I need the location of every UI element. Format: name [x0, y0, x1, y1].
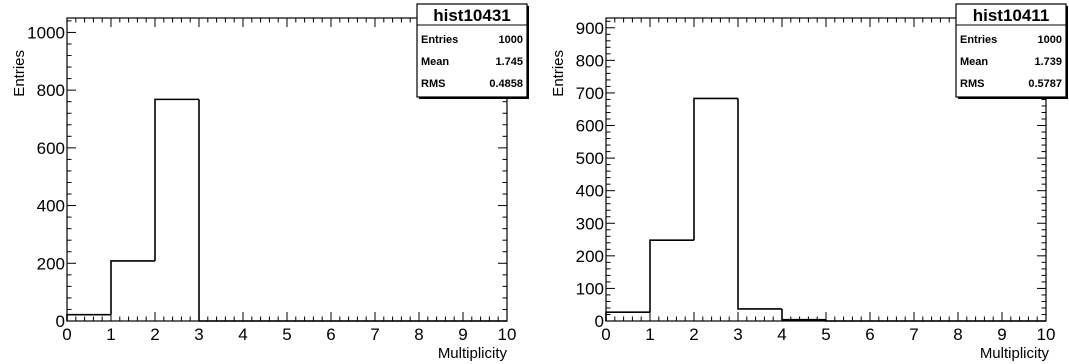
stats-rms-value: 0.5787 [1028, 78, 1062, 90]
stats-entries-label: Entries [421, 34, 458, 46]
x-tick-label: 1 [645, 325, 654, 344]
histogram-bin [110, 260, 155, 315]
y-tick-label: 400 [576, 182, 604, 201]
stats-box-shadow-bottom [958, 97, 1068, 99]
y-tick-label: 0 [595, 312, 604, 331]
x-tick-label: 1 [106, 325, 115, 344]
x-axis-title: Multiplicity [438, 345, 508, 362]
histogram-bin [154, 98, 199, 261]
x-tick-label: 4 [238, 325, 247, 344]
plot-area: 0 1 2 3 4 5 6 7 8 9 10 0 200 400 600 800 1000 [27, 17, 517, 344]
histogram-panel-hist10431: Entries Multiplicity 0 1 2 3 4 5 6 7 8 9 10 0 200 400… [11, 3, 529, 362]
x-tick-label: 6 [326, 325, 335, 344]
stats-box-shadow-right [527, 6, 529, 99]
y-tick-label: 500 [576, 149, 604, 168]
y-tick-label: 600 [576, 117, 604, 136]
stats-title: hist10431 [433, 6, 511, 25]
stats-box-frame [416, 3, 528, 98]
y-tick-label: 800 [576, 51, 604, 70]
x-tick-label: 3 [194, 325, 203, 344]
x-tick-label: 4 [777, 325, 786, 344]
x-tick-label: 8 [414, 325, 423, 344]
y-tick-label: 1000 [27, 23, 65, 42]
y-tick-label: 300 [576, 214, 604, 233]
y-tick-label: 900 [576, 19, 604, 38]
stats-box: hist10431 Entries 1000 Mean 1.745 RMS 0.… [416, 3, 529, 99]
histogram-bin [781, 308, 826, 321]
x-tick-label: 2 [689, 325, 698, 344]
stats-rms-label: RMS [421, 78, 445, 90]
y-tick-label: 600 [37, 139, 65, 158]
x-tick-label: 8 [953, 325, 962, 344]
x-tick-label: 10 [1037, 325, 1056, 344]
stats-entries-label: Entries [960, 34, 997, 46]
x-tick-label: 10 [498, 325, 517, 344]
stats-mean-label: Mean [421, 56, 449, 68]
histogram-bin [605, 311, 650, 321]
stats-box-frame [955, 3, 1067, 98]
stats-mean-label: Mean [960, 56, 988, 68]
x-tick-label: 6 [865, 325, 874, 344]
y-tick-label: 700 [576, 84, 604, 103]
x-tick-label: 0 [62, 325, 71, 344]
stats-box-shadow-right [1066, 6, 1068, 99]
x-tick-label: 2 [150, 325, 159, 344]
y-tick-label: 100 [576, 279, 604, 298]
x-axis-title: Multiplicity [980, 345, 1050, 362]
y-axis-title: Entries [550, 50, 567, 97]
stats-mean-value: 1.745 [495, 56, 523, 68]
x-tick-label: 7 [909, 325, 918, 344]
histogram-bin [737, 98, 782, 310]
y-tick-label: 0 [56, 312, 65, 331]
stats-rms-value: 0.4858 [489, 78, 523, 90]
stats-box-shadow-bottom [419, 97, 529, 99]
x-tick-label: 5 [282, 325, 291, 344]
x-tick-label: 9 [458, 325, 467, 344]
y-tick-label: 200 [37, 254, 65, 273]
histogram-bin [66, 313, 111, 321]
stats-entries-value: 1000 [499, 34, 523, 46]
y-tick-label: 400 [37, 197, 65, 216]
histogram-bin [649, 239, 694, 313]
histogram-bin [693, 97, 738, 241]
x-tick-label: 7 [370, 325, 379, 344]
stats-mean-value: 1.739 [1034, 56, 1062, 68]
histogram-bin [825, 319, 870, 322]
y-tick-label: 800 [37, 81, 65, 100]
stats-rms-label: RMS [960, 78, 984, 90]
stats-box: hist10411 Entries 1000 Mean 1.739 RMS 0.… [955, 3, 1068, 99]
x-tick-label: 0 [601, 325, 610, 344]
histogram-bin [198, 99, 243, 322]
y-tick-label: 200 [576, 247, 604, 266]
x-tick-label: 3 [733, 325, 742, 344]
histogram-panel-hist10411: Entries Multiplicity 0 1 2 3 4 5 6 7 8 9 100100200… [550, 3, 1068, 362]
x-tick-label: 9 [997, 325, 1006, 344]
x-tick-label: 5 [821, 325, 830, 344]
stats-entries-value: 1000 [1038, 34, 1062, 46]
stats-title: hist10411 [973, 6, 1050, 25]
y-axis-title: Entries [11, 50, 28, 97]
